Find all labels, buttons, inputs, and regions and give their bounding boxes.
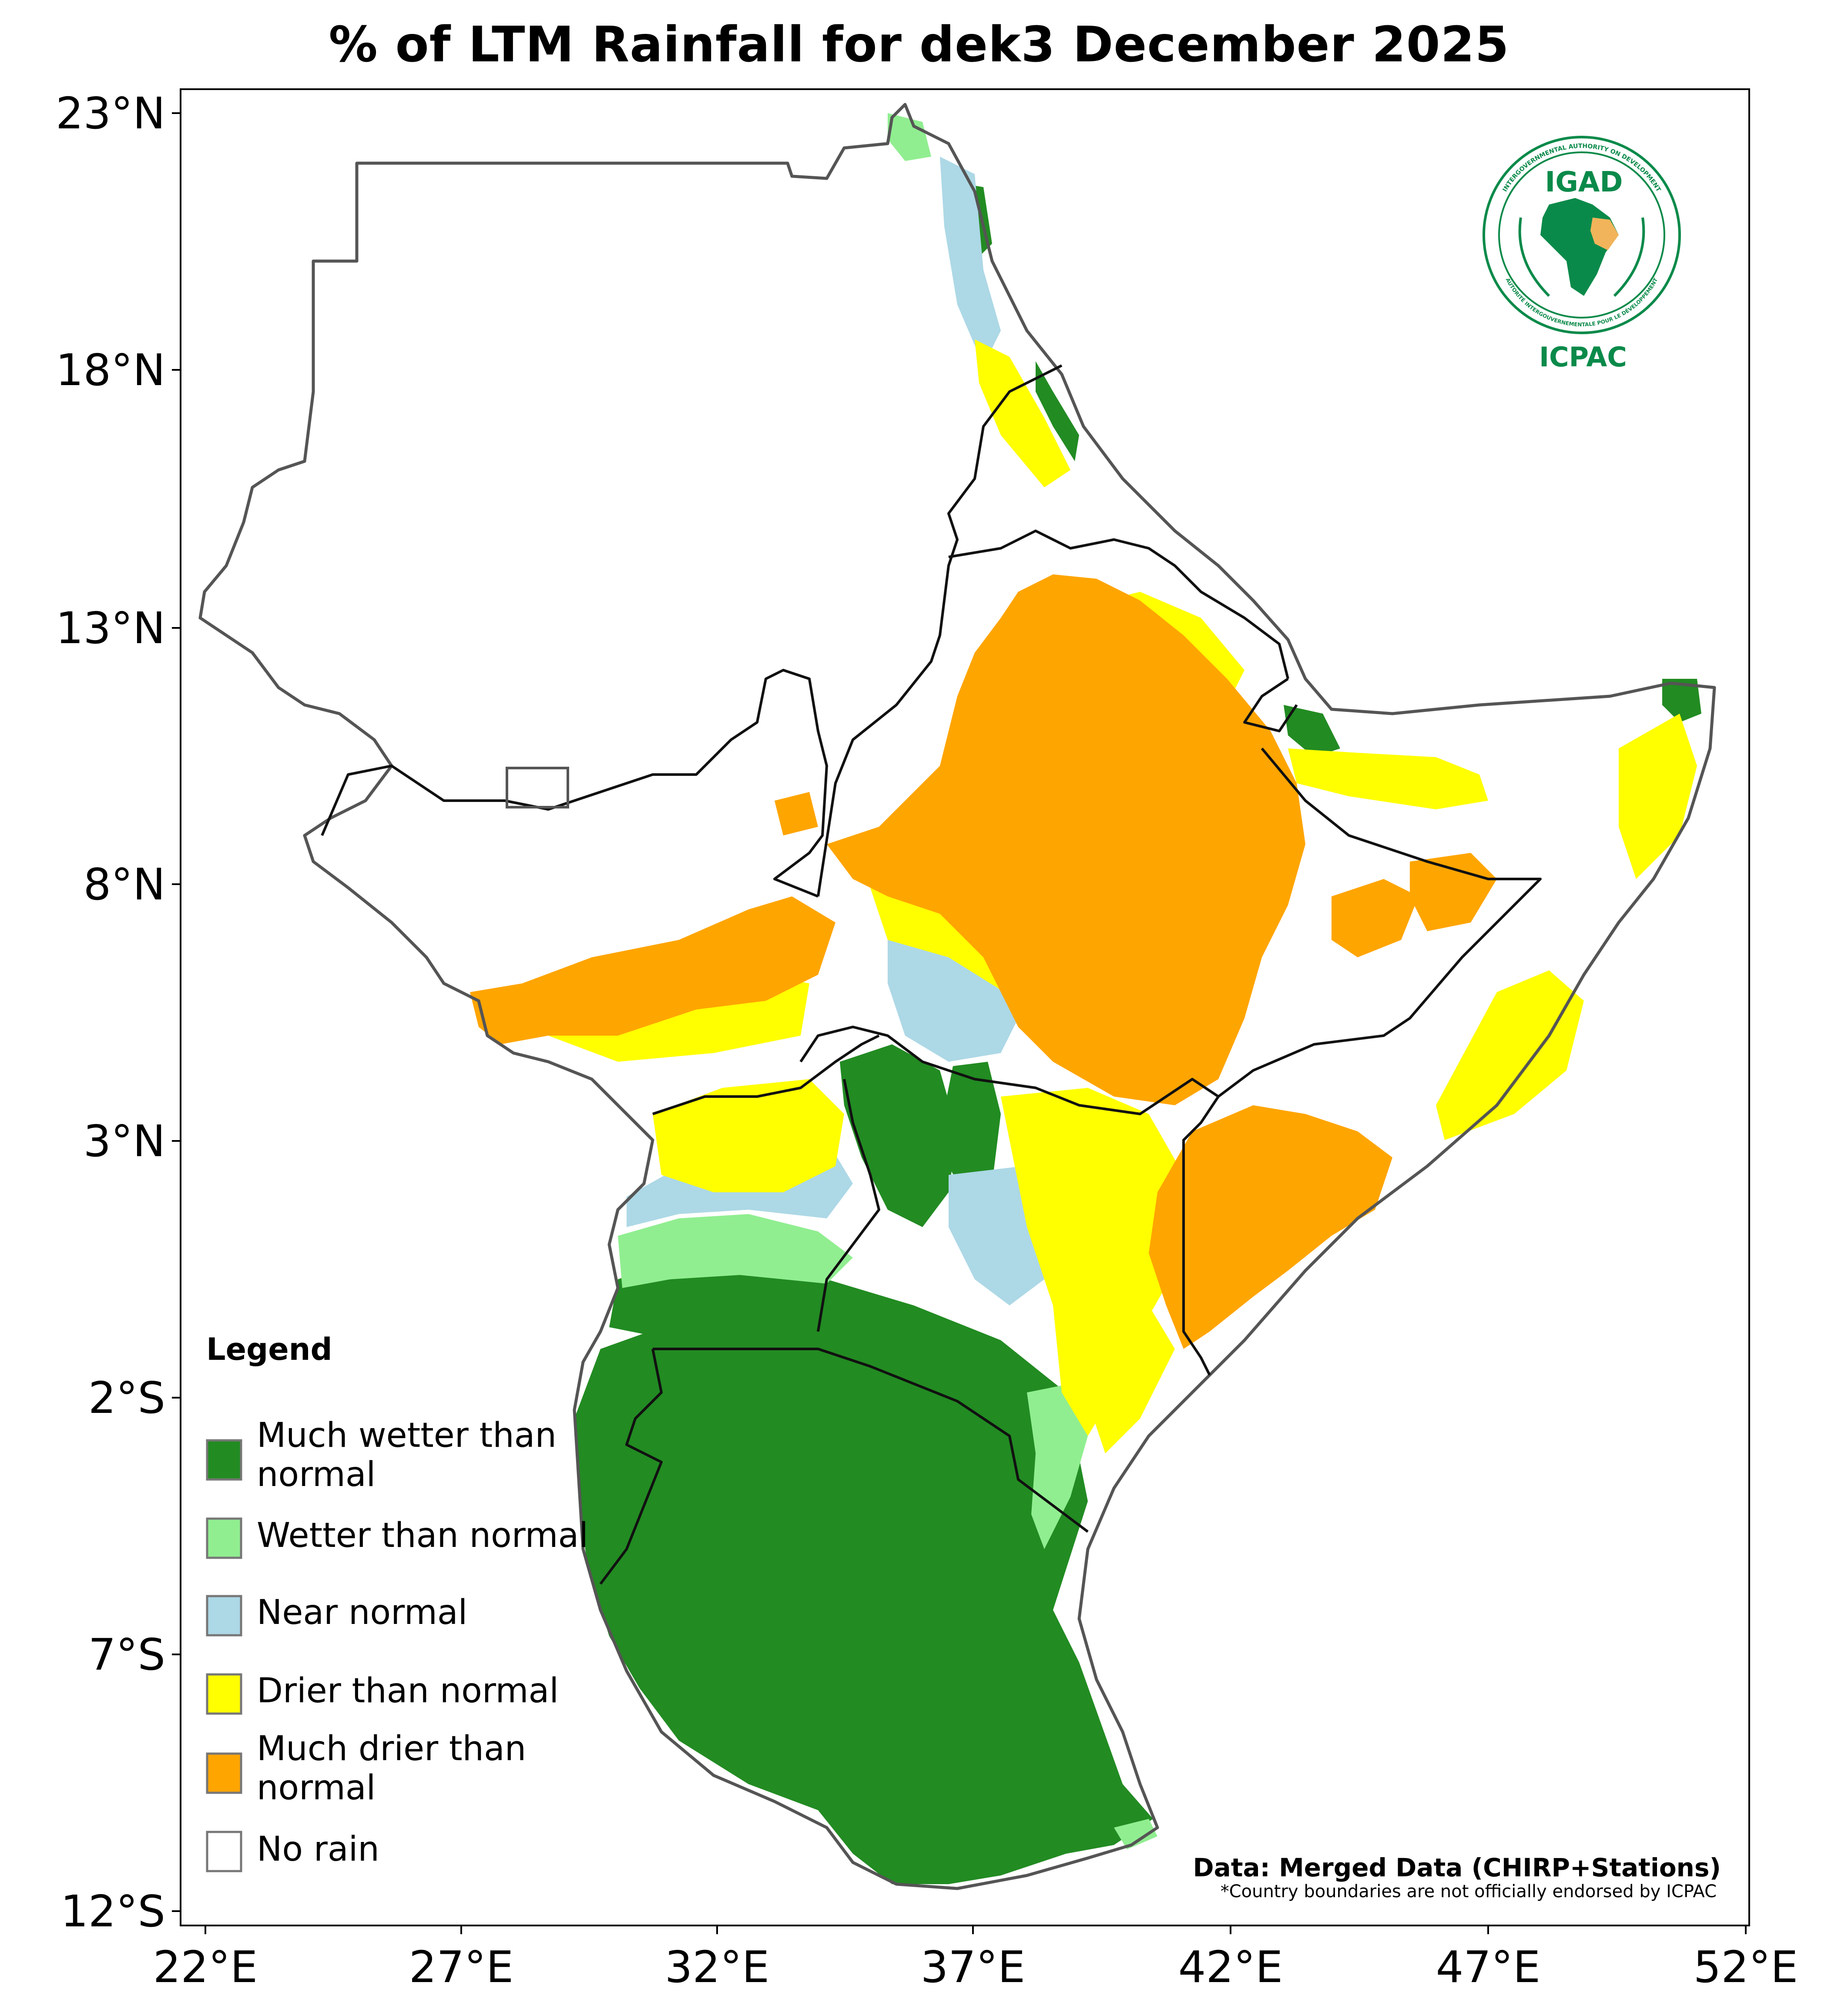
lat-tick-label: 2°S bbox=[88, 1372, 165, 1423]
legend-item-much-wetter: Much wetter than normal bbox=[206, 1416, 557, 1494]
logo-igad-text: IGAD bbox=[1545, 166, 1623, 198]
lat-tick-label: 7°S bbox=[88, 1629, 165, 1680]
lat-tick-label: 13°N bbox=[56, 603, 165, 654]
near-normal-region bbox=[940, 157, 1001, 366]
lat-tick-label: 3°N bbox=[84, 1116, 165, 1167]
lon-tick-label: 22°E bbox=[153, 1942, 258, 1993]
logo-inner-ring bbox=[1498, 151, 1665, 319]
drier-region bbox=[1619, 714, 1697, 879]
lat-labels: 23°N 18°N 13°N 8°N 3°N 2°S 7°S 12°S bbox=[56, 88, 165, 1937]
drier-region bbox=[1436, 970, 1584, 1140]
much-wetter-region bbox=[574, 1279, 1153, 1884]
legend: Legend Much wetter than normal Wetter th… bbox=[206, 1332, 588, 1872]
data-source-credit: Data: Merged Data (CHIRP+Stations) bbox=[1193, 1853, 1721, 1882]
lon-tick-label: 27°E bbox=[409, 1942, 513, 1993]
boundary-disclaimer: *Country boundaries are not officially e… bbox=[1221, 1882, 1717, 1902]
x-axis bbox=[205, 1925, 1747, 1934]
disputed-area bbox=[506, 767, 569, 808]
legend-swatch bbox=[206, 1752, 242, 1794]
legend-label: Wetter than normal bbox=[257, 1516, 588, 1555]
lon-tick-label: 42°E bbox=[1178, 1942, 1283, 1993]
map-frame bbox=[180, 88, 1750, 1926]
legend-item-no-rain: No rain bbox=[206, 1830, 379, 1872]
internal-borders bbox=[321, 364, 1542, 1585]
lat-tick-label: 8°N bbox=[84, 859, 165, 910]
legend-label: Much wetter than bbox=[257, 1416, 557, 1455]
much-drier-region bbox=[470, 896, 835, 1044]
legend-item-drier: Drier than normal bbox=[206, 1671, 559, 1715]
drier-region bbox=[1088, 1305, 1175, 1453]
map-title: % of LTM Rainfall for dek3 December 2025 bbox=[329, 17, 1509, 73]
much-drier-region bbox=[827, 574, 1305, 1105]
legend-label: normal bbox=[257, 1768, 376, 1808]
lat-tick-label: 18°N bbox=[56, 345, 165, 396]
wetter-region bbox=[888, 113, 931, 161]
much-drier-region bbox=[775, 792, 818, 835]
much-drier-region bbox=[1149, 1105, 1392, 1349]
legend-swatch bbox=[206, 1673, 242, 1715]
legend-swatch bbox=[206, 1439, 242, 1481]
drier-region bbox=[975, 339, 1070, 487]
igad-region-icon bbox=[1590, 218, 1619, 250]
y-axis bbox=[172, 112, 181, 1912]
much-wetter-region bbox=[1036, 361, 1079, 461]
lon-tick-label: 52°E bbox=[1694, 1942, 1798, 1993]
legend-label: Much drier than bbox=[257, 1729, 526, 1768]
rainfall-regions bbox=[470, 113, 1701, 1884]
much-drier-region bbox=[1410, 853, 1497, 931]
much-wetter-region bbox=[840, 1044, 957, 1227]
drier-region bbox=[1001, 1088, 1184, 1436]
legend-swatch bbox=[206, 1517, 242, 1559]
legend-item-wetter: Wetter than normal bbox=[206, 1516, 588, 1559]
lat-tick-label: 12°S bbox=[60, 1886, 165, 1937]
laurel-icon bbox=[1518, 217, 1645, 297]
legend-item-near-normal: Near normal bbox=[206, 1593, 467, 1637]
much-wetter-region bbox=[944, 1062, 1001, 1205]
drier-region bbox=[653, 1079, 844, 1192]
wetter-region bbox=[1027, 1384, 1088, 1549]
much-drier-region bbox=[1332, 879, 1419, 957]
legend-swatch bbox=[206, 1831, 242, 1872]
legend-item-much-drier: Much drier than normal bbox=[206, 1729, 526, 1808]
lat-tick-label: 23°N bbox=[56, 88, 165, 139]
wetter-region bbox=[618, 1214, 853, 1288]
legend-label: No rain bbox=[257, 1830, 379, 1869]
legend-title: Legend bbox=[206, 1332, 332, 1367]
lon-labels: 22°E 27°E 32°E 37°E 42°E 47°E 52°E bbox=[153, 1942, 1798, 1993]
lon-tick-label: 47°E bbox=[1436, 1942, 1540, 1993]
logo-icpac-text: ICPAC bbox=[1539, 341, 1627, 373]
lon-tick-label: 32°E bbox=[665, 1942, 769, 1993]
much-wetter-region bbox=[1284, 705, 1340, 757]
legend-label: Near normal bbox=[257, 1593, 467, 1632]
legend-swatch bbox=[206, 1595, 242, 1637]
legend-label: Drier than normal bbox=[257, 1671, 559, 1711]
country-outline bbox=[198, 103, 1716, 1890]
wetter-region bbox=[1114, 1819, 1157, 1849]
legend-label: normal bbox=[257, 1455, 376, 1494]
lon-tick-label: 37°E bbox=[921, 1942, 1025, 1993]
icpac-logo: INTERGOVERNMENTAL AUTHORITY ON DEVELOPME… bbox=[1482, 136, 1681, 373]
much-wetter-region bbox=[1662, 679, 1701, 722]
drier-region bbox=[1288, 748, 1488, 809]
